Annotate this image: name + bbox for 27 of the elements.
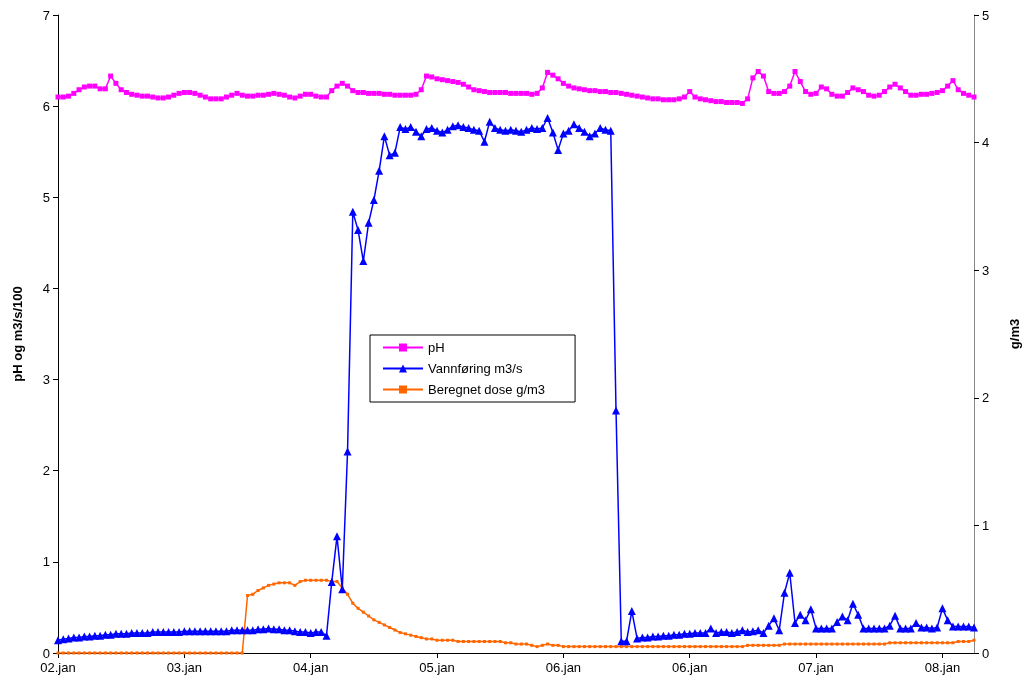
y2-axis-title: g/m3 [1007, 318, 1022, 350]
x-tick-label: 06.jan [545, 660, 582, 675]
y-tick-label: 7 [42, 7, 50, 23]
y2-tick-label: 3 [982, 262, 990, 278]
legend-label: Beregnet dose g/m3 [428, 382, 546, 397]
x-tick-label: 06.jan [672, 660, 708, 675]
y2-tick-label: 4 [982, 135, 990, 151]
y-axis-title: pH og m3/s/100 [10, 286, 25, 382]
y-tick-label: 4 [42, 280, 50, 296]
y2-tick-label: 2 [982, 390, 990, 406]
legend-label: pH [428, 340, 445, 355]
y-tick-label: 2 [42, 463, 50, 479]
x-tick-label: 08.jan [924, 660, 961, 675]
y2-tick-label: 5 [982, 7, 990, 23]
x-tick-label: 05.jan [419, 660, 455, 675]
y2-tick-label: 1 [982, 517, 990, 533]
y-tick-label: 1 [42, 554, 50, 570]
x-tick-label: 07.jan [798, 660, 834, 675]
y-tick-label: 0 [42, 645, 50, 661]
x-tick-label: 03.jan [166, 660, 203, 675]
legend-label: Vannføring m3/s [428, 361, 523, 376]
y2-tick-label: 0 [982, 645, 990, 661]
y-tick-label: 3 [42, 372, 50, 388]
y-tick-label: 5 [42, 189, 50, 205]
x-tick-label: 02.jan [40, 660, 76, 675]
y-tick-label: 6 [42, 98, 50, 114]
x-tick-label: 04.jan [292, 660, 329, 675]
